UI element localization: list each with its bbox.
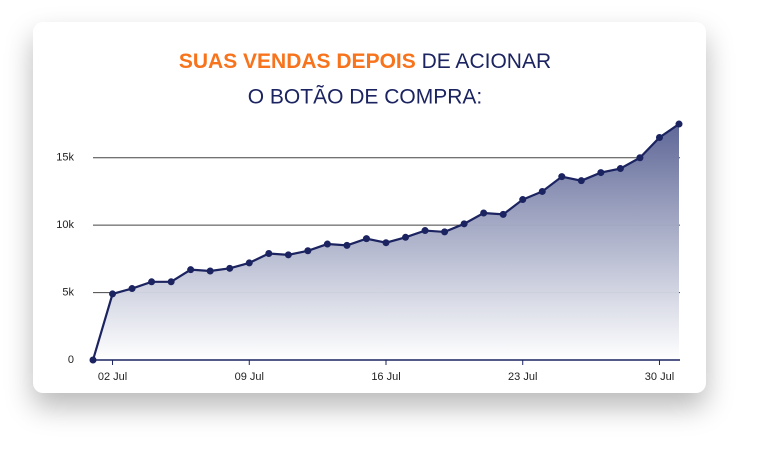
- point: [226, 264, 234, 272]
- point: [616, 165, 624, 173]
- point: [558, 173, 566, 181]
- chart-title-line2: O BOTÃO DE COMPRA:: [248, 85, 483, 109]
- point: [577, 177, 585, 185]
- point: [362, 235, 370, 243]
- point: [343, 241, 351, 249]
- point: [402, 233, 410, 241]
- point: [284, 251, 292, 259]
- point: [421, 227, 429, 235]
- point: [109, 290, 117, 298]
- plot: 0 5k 10k 15k 02 Jul 09 Jul 16 Jul 23 Jul 30 Jul: [56, 120, 683, 383]
- point: [655, 134, 663, 142]
- x-tick-label: 09 Jul: [235, 371, 264, 383]
- point: [636, 154, 644, 162]
- area: [93, 124, 679, 360]
- point: [480, 209, 488, 217]
- x-tick-label: 16 Jul: [371, 371, 400, 383]
- point: [441, 228, 449, 236]
- y-tick-label: 15k: [56, 152, 74, 164]
- x-tick-label: 23 Jul: [508, 371, 537, 383]
- point: [675, 120, 683, 128]
- point: [245, 259, 253, 267]
- point: [519, 196, 527, 204]
- y-tick-label: 10k: [56, 219, 74, 231]
- y-tick-label: 0: [68, 354, 74, 366]
- point: [597, 169, 605, 177]
- point: [89, 356, 97, 364]
- point: [460, 220, 468, 228]
- chart-title: SUAS VENDAS DEPOIS DE ACIONAR: [179, 50, 551, 73]
- point: [265, 249, 273, 257]
- title-highlight: SUAS VENDAS DEPOIS: [179, 50, 416, 73]
- point: [148, 278, 156, 286]
- point: [187, 266, 195, 274]
- point: [323, 240, 331, 248]
- point: [206, 267, 214, 275]
- point: [128, 285, 136, 293]
- x-tick-label: 02 Jul: [98, 371, 127, 383]
- point: [538, 187, 546, 195]
- point: [304, 247, 312, 255]
- point: [499, 210, 507, 218]
- x-tick-label: 30 Jul: [645, 371, 674, 383]
- y-tick-label: 5k: [62, 286, 74, 298]
- point: [382, 239, 390, 247]
- title-rest: DE ACIONAR: [416, 50, 551, 73]
- point: [167, 278, 175, 286]
